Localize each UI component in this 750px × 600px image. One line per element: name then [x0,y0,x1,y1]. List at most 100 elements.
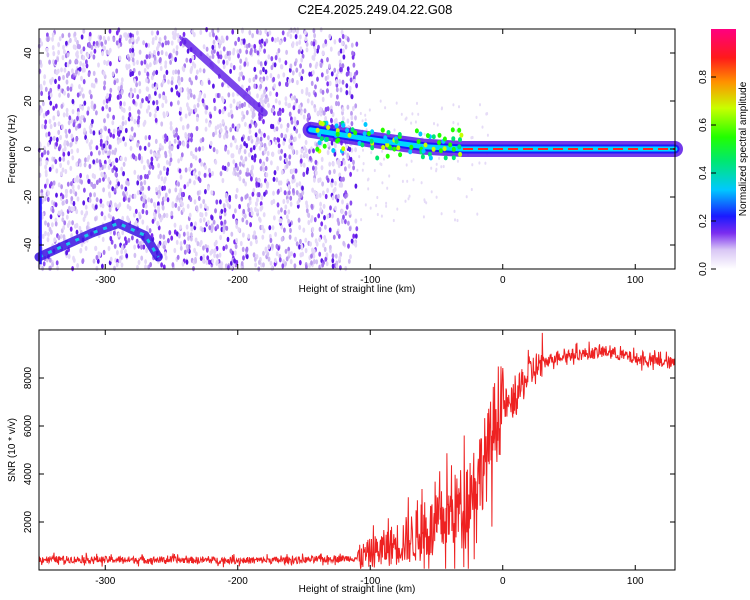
spectrogram-noise-dot [41,233,45,239]
spectrogram-noise-dot [47,131,51,137]
spectrogram-noise-dot [232,159,236,165]
spectrogram-noise-dot [67,253,71,259]
spectrogram-noise-dot [109,132,113,138]
spectrogram-noise-dot [64,168,68,175]
spectrogram-noise-dot [258,145,262,151]
spectrogram-noise-dot [244,57,248,63]
spectrogram-noise-dot [196,241,200,247]
spectrogram-noise-dot [304,36,308,42]
spectrogram-noise-dot [51,32,55,38]
spectrogram-noise-dot [89,94,93,100]
colorbar-gradient [711,29,736,269]
spectrogram-noise-dot [133,132,137,138]
spectrogram-noise-dot [74,58,78,64]
spectrogram-noise-dot [192,94,196,100]
spectrogram-noise-dot [253,157,257,163]
spectrogram-noise-dot [229,62,233,68]
spectrogram-noise-dot [51,208,55,214]
spectrogram-noise-dot [153,201,156,207]
spectrogram-noise-dot [112,133,115,139]
spectrogram-noise-dot [211,258,215,264]
spectrogram-noise-dot [304,248,308,254]
spectrogram-noise-dot [240,136,244,142]
spectrogram-band-speckle [396,145,401,151]
spectrogram-noise-dot [57,42,60,48]
spectrogram-noise-dot [146,86,150,92]
spectrogram-noise-dot [191,29,194,35]
spectrogram-noise-dot [169,59,173,65]
spectrogram-noise-dot [133,119,137,125]
spectrogram-noise-dot [149,149,153,155]
spectrogram-noise-dot [393,128,396,132]
spectrogram-noise-dot [78,44,81,50]
spectrogram-noise-dot [232,98,236,104]
spectrogram-noise-dot [69,165,73,171]
spectrogram-noise-dot [292,188,295,194]
spectrogram-noise-dot [193,247,197,253]
spectrogram-noise-dot [231,153,235,159]
spectrogram-noise-dot [175,84,178,90]
spectrogram-noise-dot [76,148,80,154]
spectrogram-noise-dot [299,110,303,116]
spectrogram-noise-dot [229,142,233,148]
spectrogram-noise-dot [175,127,179,133]
spectrogram-noise-dot [277,143,281,149]
spectrogram-noise-dot [201,145,205,151]
spectrogram-noise-dot [134,156,138,162]
spectrogram-noise-dot [141,98,144,104]
spectrogram-noise-dot [142,244,146,250]
spectrogram-noise-dot [161,200,165,206]
spectrogram-noise-dot [264,98,267,105]
spectrogram-noise-dot [39,161,42,167]
spectrogram-noise-dot [193,199,197,205]
spectrogram-noise-dot [310,253,313,259]
spectrogram-noise-dot [174,31,178,37]
spectrogram-noise-dot [39,83,43,89]
spectrogram-noise-dot [245,49,249,55]
spectrogram-noise-dot [76,50,79,56]
spectrogram-noise-dot [260,38,264,44]
spectrogram-noise-dot [295,149,299,155]
spectrogram-noise-dot [161,145,164,151]
spectrogram-noise-dot [259,61,263,67]
spectrogram-noise-dot [49,265,52,271]
spectrogram-noise-dot [209,113,213,119]
spectrogram-noise-dot [213,252,217,259]
spectrogram-noise-dot [116,204,120,210]
spectrogram-noise-dot [242,38,246,44]
spectrogram-noise-dot [78,66,82,72]
spectrogram-noise-dot [134,208,138,214]
spectrogram-noise-dot [298,260,302,266]
spectrogram-noise-dot [131,57,135,63]
spectrogram-noise-dot [71,109,75,115]
spectrogram-noise-dot [144,135,148,141]
spectrogram-noise-dot [289,195,293,201]
spectrogram-band-speckle [392,146,397,152]
spectrogram-noise-dot [164,192,168,198]
spectrogram-noise-dot [161,42,165,48]
spectrogram-noise-dot [310,215,314,221]
spectrogram-noise-dot [142,164,146,171]
spectrogram-noise-dot [55,168,59,174]
spectrogram-noise-dot [310,40,314,46]
spectrogram-noise-dot [236,101,240,107]
spectrogram-noise-dot [180,76,184,83]
spectrogram-noise-dot [223,219,227,225]
spectrogram-x-tick-label: -100 [360,275,380,286]
spectrogram-noise-dot [236,166,240,172]
spectrogram-noise-dot [46,150,50,156]
spectrogram-noise-dot [174,187,178,193]
spectrogram-noise-dot [186,123,190,129]
spectrogram-noise-dot [425,201,428,205]
spectrogram-noise-dot [342,214,345,220]
spectrogram-noise-dot [238,65,242,71]
spectrogram-noise-dot [215,260,219,266]
spectrogram-noise-dot [133,78,137,84]
spectrogram-noise-dot [350,115,354,121]
spectrogram-noise-dot [373,168,376,173]
spectrogram-noise-dot [54,103,58,109]
spectrogram-noise-dot [179,174,183,180]
spectrogram-noise-dot [113,243,117,249]
spectrogram-noise-dot [137,174,140,180]
